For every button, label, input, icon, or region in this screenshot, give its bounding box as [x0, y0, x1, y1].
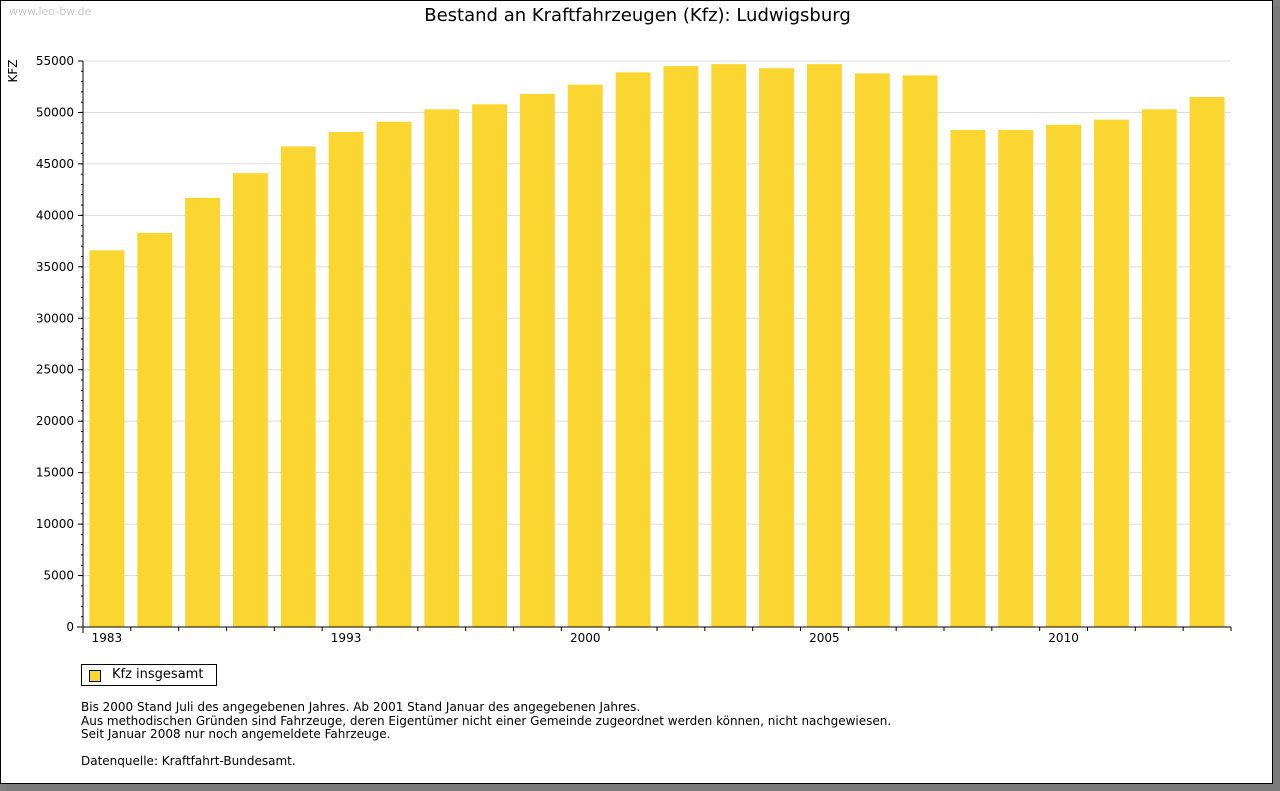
bar [89, 250, 125, 627]
bar [1046, 124, 1082, 627]
bar [902, 75, 938, 627]
y-tick-label: 40000 [36, 208, 74, 222]
legend-label: Kfz insgesamt [112, 667, 204, 682]
bar [663, 66, 699, 628]
bar [472, 104, 508, 628]
bar [328, 132, 364, 628]
data-source: Datenquelle: Kraftfahrt-Bundesamt. [81, 753, 296, 768]
y-tick-label: 50000 [36, 105, 74, 119]
bar [1141, 109, 1177, 628]
y-tick-label: 45000 [36, 157, 74, 171]
bar [376, 121, 412, 627]
footnote-line: Aus methodischen Gründen sind Fahrzeuge,… [81, 713, 892, 728]
bars [89, 64, 1225, 628]
footnotes: Bis 2000 Stand Juli des angegebenen Jahr… [81, 700, 892, 768]
bar [232, 173, 268, 628]
y-tick-label: 0 [66, 620, 74, 634]
footnote-line: Seit Januar 2008 nur noch angemeldete Fa… [81, 727, 391, 741]
frame-shadow-right [1273, 6, 1280, 791]
bar [950, 129, 986, 627]
y-tick-label: 15000 [36, 466, 74, 480]
y-axis-label: KFZ [6, 60, 20, 83]
bar [759, 68, 795, 628]
axes [77, 60, 1232, 633]
y-tick-label: 25000 [36, 363, 74, 377]
x-tick-label: 2000 [570, 631, 601, 645]
y-tick-label: 30000 [36, 311, 74, 325]
bar [424, 109, 460, 628]
x-tick-label: 1983 [92, 631, 123, 645]
bar [1093, 119, 1129, 628]
frame-shadow-bottom [6, 784, 1280, 791]
bar [711, 64, 747, 627]
footnote-line: Bis 2000 Stand Juli des angegebenen Jahr… [81, 700, 641, 714]
chart-title: Bestand an Kraftfahrzeugen (Kfz): Ludwig… [424, 5, 851, 26]
x-tick-label: 1993 [331, 631, 362, 645]
bar [137, 232, 173, 627]
legend: Kfz insgesamt [81, 664, 217, 686]
y-tick-label: 55000 [36, 54, 74, 68]
bar [806, 64, 842, 627]
watermark: www.leo-bw.de [9, 5, 92, 18]
grid-lines [83, 60, 1231, 577]
x-tick-label: 2010 [1048, 631, 1079, 645]
y-tick-label: 5000 [43, 569, 74, 583]
axis-labels: 0 5000 10000 15000 20000 25000 30000 35000 40000… [6, 54, 1079, 645]
bar [615, 72, 651, 627]
bar [519, 93, 555, 627]
bar-chart: 0 5000 10000 15000 20000 25000 30000 35000 40000… [6, 54, 1232, 645]
bar [185, 197, 221, 628]
x-tick-label: 2005 [809, 631, 840, 645]
y-tick-label: 10000 [36, 517, 74, 531]
bar [280, 146, 316, 627]
bar [854, 73, 890, 627]
legend-swatch [89, 670, 101, 682]
bar [1189, 97, 1225, 627]
y-tick-label: 35000 [36, 260, 74, 274]
bar [567, 84, 603, 628]
bar [998, 129, 1034, 627]
y-tick-label: 20000 [36, 414, 74, 428]
